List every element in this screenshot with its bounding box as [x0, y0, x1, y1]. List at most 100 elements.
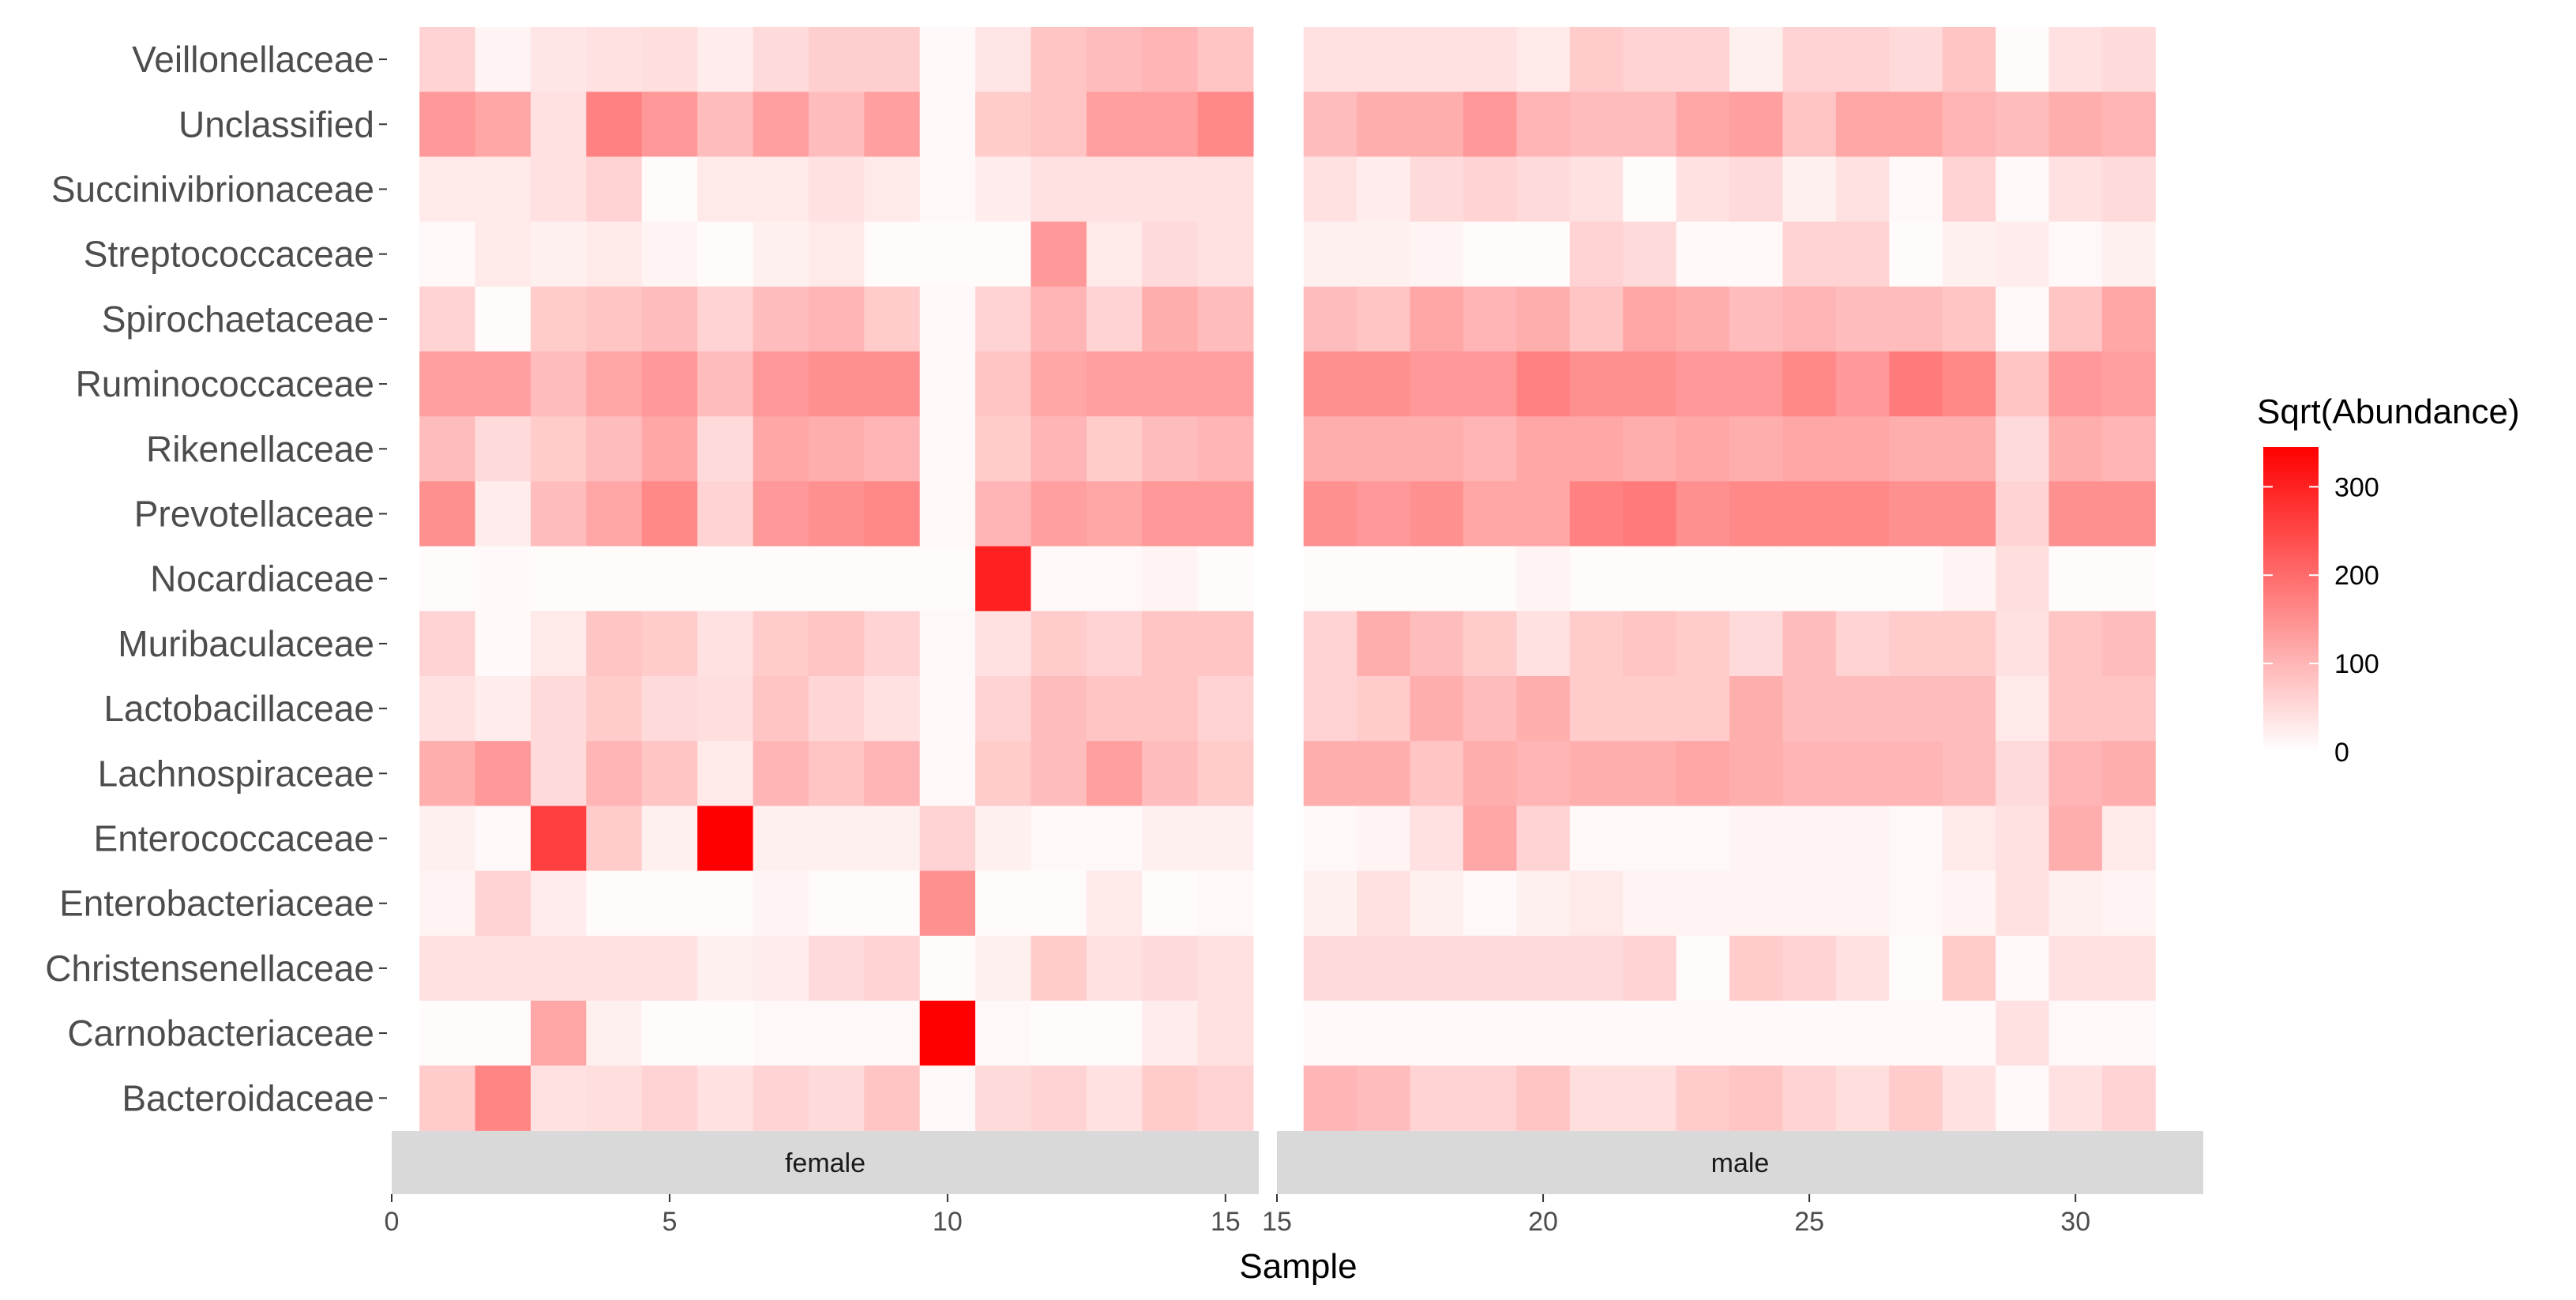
- heatmap-cell: [2048, 806, 2103, 872]
- heatmap-cell: [864, 1065, 921, 1131]
- heatmap-cell: [475, 481, 531, 547]
- heatmap-cell: [1031, 481, 1087, 547]
- row-label: Carnobacteriaceae: [67, 1013, 374, 1054]
- heatmap-cell: [2101, 870, 2156, 937]
- heatmap-cell: [808, 351, 865, 417]
- heatmap-cell: [531, 221, 587, 287]
- heatmap-cell: [1142, 676, 1199, 742]
- heatmap-cell: [975, 870, 1031, 937]
- heatmap-cell: [1623, 870, 1677, 937]
- heatmap-cell: [1782, 935, 1837, 1001]
- heatmap-cell: [1623, 481, 1677, 547]
- heatmap-cell: [808, 1065, 865, 1131]
- heatmap-cell: [1516, 806, 1571, 872]
- heatmap-cell: [586, 741, 643, 806]
- heatmap-cell: [419, 870, 476, 937]
- heatmap-cell: [1835, 935, 1890, 1001]
- heatmap-cell: [1623, 806, 1677, 872]
- heatmap-cell: [1835, 676, 1890, 742]
- heatmap-cell: [753, 611, 809, 677]
- heatmap-cell: [697, 935, 753, 1001]
- heatmap-cell: [1516, 221, 1571, 287]
- heatmap-cell: [1569, 92, 1624, 157]
- heatmap-cell: [1516, 156, 1571, 223]
- heatmap-cell: [475, 546, 531, 612]
- heatmap-cell: [1569, 286, 1624, 352]
- heatmap-cell: [753, 481, 809, 547]
- heatmap-cell: [2048, 870, 2103, 937]
- heatmap-cell: [864, 27, 921, 92]
- heatmap-cell: [2101, 351, 2156, 417]
- heatmap-cell: [1729, 935, 1783, 1001]
- heatmap-cell: [1197, 1065, 1254, 1131]
- heatmap-cell: [641, 221, 698, 287]
- heatmap-cell: [919, 351, 976, 417]
- heatmap-cell: [919, 676, 976, 742]
- heatmap-cell: [1623, 935, 1677, 1001]
- heatmap-cell: [1142, 27, 1199, 92]
- heatmap-cell: [1676, 156, 1730, 223]
- facet-strip: [1277, 1131, 2203, 1194]
- heatmap-cell: [2048, 221, 2103, 287]
- heatmap-cell: [1569, 546, 1624, 612]
- heatmap-cell: [1782, 741, 1837, 806]
- heatmap-cell: [975, 351, 1031, 417]
- heatmap-cell: [1142, 611, 1199, 677]
- heatmap-cell: [2101, 27, 2156, 92]
- heatmap-cell: [1031, 870, 1087, 937]
- heatmap-cell: [1142, 806, 1199, 872]
- heatmap-cell: [1142, 741, 1199, 806]
- heatmap-cell: [1303, 1065, 1357, 1131]
- heatmap-cell: [1729, 741, 1783, 806]
- heatmap-cell: [531, 92, 587, 157]
- heatmap-cell: [1142, 416, 1199, 482]
- heatmap-cell: [1463, 92, 1517, 157]
- heatmap-cell: [1197, 611, 1254, 677]
- heatmap-cell: [1142, 546, 1199, 612]
- heatmap-cell: [975, 481, 1031, 547]
- heatmap-cell: [1676, 416, 1730, 482]
- heatmap-cell: [1197, 286, 1254, 352]
- heatmap-cell: [1623, 741, 1677, 806]
- heatmap-cell: [1676, 935, 1730, 1001]
- heatmap-cell: [1463, 351, 1517, 417]
- heatmap-cell: [531, 416, 587, 482]
- heatmap-cell: [1889, 92, 1943, 157]
- heatmap-cell: [1835, 741, 1890, 806]
- heatmap-cell: [1086, 156, 1143, 223]
- heatmap-cell: [419, 741, 476, 806]
- heatmap-cell: [753, 1065, 809, 1131]
- heatmap-cell: [864, 92, 921, 157]
- heatmap-cell: [753, 92, 809, 157]
- heatmap-cell: [586, 611, 643, 677]
- heatmap-cell: [1303, 27, 1357, 92]
- heatmap-cell: [1357, 806, 1410, 872]
- heatmap-cell: [1410, 870, 1464, 937]
- heatmap-cell: [1996, 92, 2049, 157]
- heatmap-cell: [641, 546, 698, 612]
- heatmap-cell: [1197, 416, 1254, 482]
- heatmap-cell: [641, 351, 698, 417]
- heatmap-cell: [1410, 156, 1464, 223]
- x-tick-label: 25: [1794, 1207, 1824, 1237]
- heatmap-cell: [1357, 221, 1410, 287]
- heatmap-cell: [1303, 806, 1357, 872]
- heatmap-cell: [1197, 870, 1254, 937]
- heatmap-cell: [641, 870, 698, 937]
- heatmap-cell: [697, 481, 753, 547]
- heatmap-cell: [2101, 416, 2156, 482]
- heatmap-cell: [531, 481, 587, 547]
- heatmap-cell: [1142, 1065, 1199, 1131]
- heatmap-cell: [1303, 741, 1357, 806]
- heatmap-cell: [1996, 27, 2049, 92]
- heatmap-cell: [697, 92, 753, 157]
- row-labels: Veillonellaceae Unclassified Succinivibrio…: [45, 39, 387, 1118]
- heatmap-cell: [1729, 416, 1783, 482]
- heatmap-cell: [975, 611, 1031, 677]
- heatmap-cell: [1889, 1001, 1943, 1066]
- heatmap-cell: [808, 156, 865, 223]
- heatmap-cell: [419, 1065, 476, 1131]
- heatmap-cell: [919, 481, 976, 547]
- heatmap-cell: [1357, 416, 1410, 482]
- heatmap-cell: [641, 741, 698, 806]
